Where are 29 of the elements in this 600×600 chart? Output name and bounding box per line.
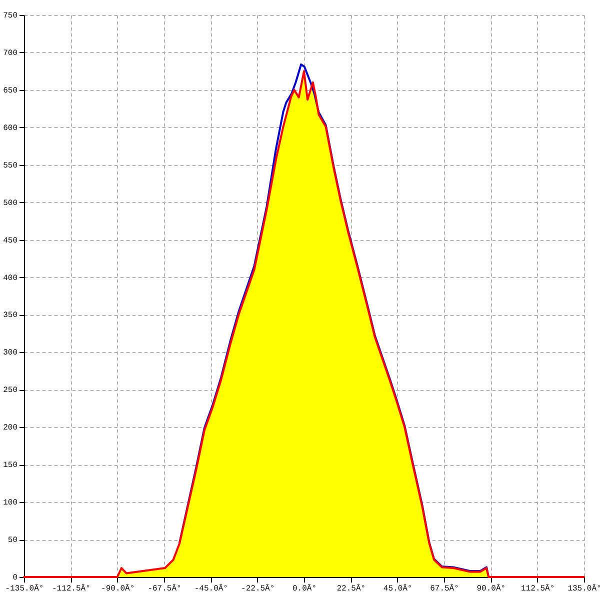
y-tick-label: 750 bbox=[3, 12, 18, 20]
x-tick-label: -45.0Â° bbox=[194, 584, 228, 594]
y-tick-label: 650 bbox=[3, 86, 18, 96]
x-tick-label: 22.5Â° bbox=[336, 584, 366, 594]
x-tick-label: -112.5Â° bbox=[52, 584, 90, 594]
y-tick-label: 550 bbox=[3, 161, 18, 170]
y-tick-label: 450 bbox=[3, 236, 18, 246]
x-tick-label: 0.0Â° bbox=[292, 584, 317, 594]
y-tick-label: 0 bbox=[12, 574, 18, 582]
y-tick-label: 200 bbox=[3, 424, 18, 433]
y-tick-label: 250 bbox=[3, 386, 18, 396]
x-tick-label: 45.0Â° bbox=[383, 584, 412, 594]
y-tick-label: 150 bbox=[3, 461, 18, 470]
x-tick-label: -67.5Â° bbox=[148, 584, 182, 594]
y-tick-label: 400 bbox=[3, 274, 18, 283]
x-tick-label: 67.5Â° bbox=[430, 584, 459, 594]
y-tick-label: 350 bbox=[3, 311, 18, 320]
x-tick-label: -22.5Â° bbox=[241, 584, 275, 594]
y-tick-label: 500 bbox=[3, 198, 18, 208]
y-tick-label: 100 bbox=[3, 498, 18, 508]
x-tick-label: 135.0Â° bbox=[568, 584, 600, 594]
y-tick-label: 700 bbox=[3, 48, 18, 58]
y-tick-label: 50 bbox=[8, 536, 18, 546]
y-tick-label: 600 bbox=[3, 124, 18, 133]
x-tick-label: -135.0Â° bbox=[5, 584, 44, 594]
x-tick-label: 90.0Â° bbox=[476, 584, 506, 594]
x-tick-label: -90.0Â° bbox=[101, 584, 135, 594]
x-tick-label: 112.5Â° bbox=[521, 584, 555, 594]
y-tick-label: 300 bbox=[3, 348, 18, 358]
